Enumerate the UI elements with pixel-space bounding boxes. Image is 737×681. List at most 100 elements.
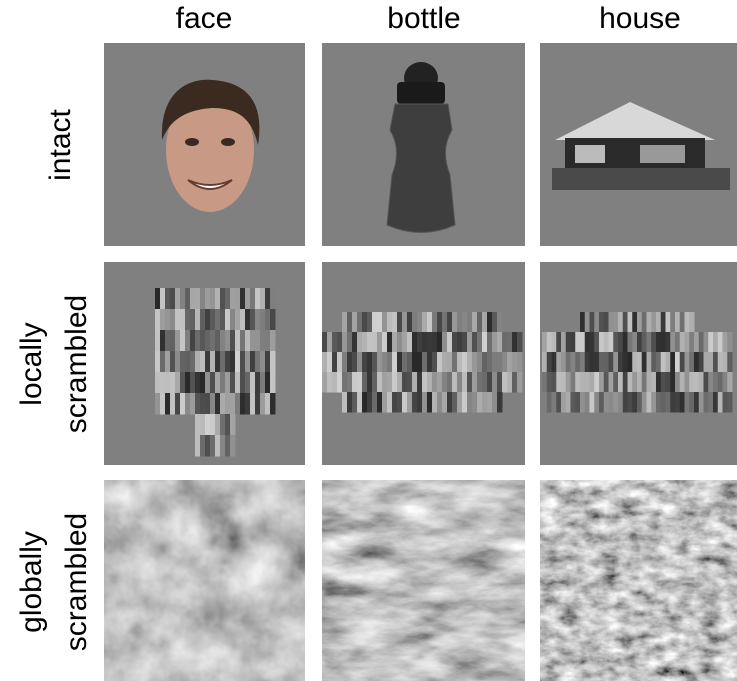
- patch: [195, 309, 201, 331]
- patch: [180, 309, 186, 331]
- patch: [452, 332, 458, 353]
- patch: [230, 351, 236, 373]
- patch: [210, 330, 216, 352]
- patch: [220, 309, 226, 331]
- patch: [382, 312, 388, 333]
- patch: [452, 372, 458, 393]
- patch: [250, 393, 256, 415]
- patch: [561, 392, 567, 413]
- patch: [412, 372, 418, 393]
- patch: [387, 332, 393, 353]
- patch: [260, 393, 266, 415]
- patch: [175, 372, 181, 394]
- patch: [250, 330, 256, 352]
- patch: [392, 312, 398, 333]
- patch: [432, 332, 438, 353]
- patch: [205, 393, 211, 415]
- patch: [477, 312, 483, 333]
- patch: [225, 372, 231, 394]
- patch: [392, 372, 398, 393]
- patch: [551, 392, 557, 413]
- patch: [432, 312, 438, 333]
- patch: [632, 332, 638, 353]
- patch: [195, 351, 201, 373]
- patch: [195, 393, 201, 415]
- patch: [565, 332, 571, 353]
- patch: [402, 392, 408, 413]
- patch: [689, 332, 695, 353]
- patch: [584, 372, 590, 393]
- patch: [210, 288, 216, 310]
- patch: [185, 372, 191, 394]
- patch: [546, 352, 552, 373]
- patch: [240, 330, 246, 352]
- patch: [155, 330, 161, 352]
- patch: [637, 372, 643, 393]
- patch: [367, 312, 373, 333]
- patch: [180, 288, 186, 310]
- column-label: bottle: [387, 2, 460, 35]
- patch: [637, 312, 643, 333]
- patch: [632, 352, 638, 373]
- patch: [200, 372, 206, 394]
- patch: [357, 392, 363, 413]
- patch: [200, 309, 206, 331]
- patch: [342, 372, 348, 393]
- patch: [225, 393, 231, 415]
- patch: [467, 372, 473, 393]
- patch: [546, 332, 552, 353]
- patch: [382, 372, 388, 393]
- patch: [651, 392, 657, 413]
- patch: [402, 332, 408, 353]
- patch: [175, 288, 181, 310]
- patch: [245, 309, 251, 331]
- patch: [382, 352, 388, 373]
- patch: [637, 352, 643, 373]
- patch: [180, 393, 186, 415]
- patch: [170, 309, 176, 331]
- patch: [603, 372, 609, 393]
- patch: [342, 392, 348, 413]
- patch: [517, 372, 523, 393]
- patch: [472, 372, 478, 393]
- patch: [570, 352, 576, 373]
- patch: [507, 372, 513, 393]
- patch: [260, 372, 266, 394]
- patch: [497, 392, 503, 413]
- patch: [660, 352, 666, 373]
- patch: [215, 330, 221, 352]
- patch: [703, 332, 709, 353]
- patch: [497, 372, 503, 393]
- patch: [613, 312, 619, 333]
- patch: [594, 392, 600, 413]
- patch: [713, 392, 719, 413]
- row-label: locally: [15, 322, 48, 405]
- patch: [260, 351, 266, 373]
- patch: [210, 372, 216, 394]
- patch: [165, 330, 171, 352]
- patch: [727, 392, 733, 413]
- patch: [637, 332, 643, 353]
- patch: [190, 393, 196, 415]
- patch: [565, 392, 571, 413]
- patch: [240, 351, 246, 373]
- patch: [561, 352, 567, 373]
- patch: [220, 414, 226, 436]
- patch: [584, 352, 590, 373]
- patch: [599, 312, 605, 333]
- patch: [467, 332, 473, 353]
- noise-image: [322, 480, 525, 681]
- patch: [220, 435, 226, 457]
- patch: [608, 352, 614, 373]
- patch: [195, 288, 201, 310]
- patch: [175, 351, 181, 373]
- patch: [492, 332, 498, 353]
- patch: [608, 372, 614, 393]
- patch: [245, 372, 251, 394]
- patch: [675, 332, 681, 353]
- patch: [684, 372, 690, 393]
- patch: [708, 332, 714, 353]
- patch: [542, 372, 548, 393]
- patch: [165, 393, 171, 415]
- patch: [322, 332, 328, 353]
